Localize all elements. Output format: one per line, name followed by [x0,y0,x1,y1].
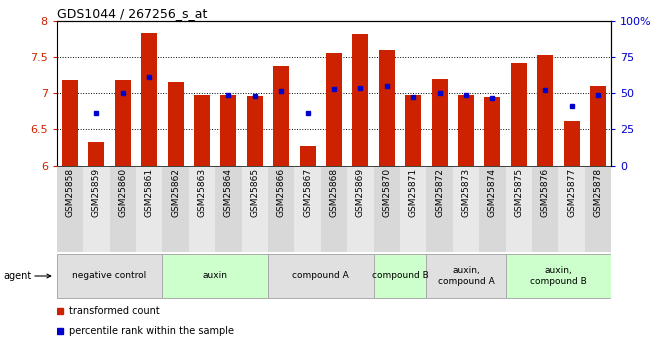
Text: GSM25867: GSM25867 [303,168,312,217]
Text: compound A: compound A [293,272,349,280]
Text: GSM25878: GSM25878 [594,168,603,217]
Bar [295,166,321,252]
Bar [484,97,500,166]
Bar [168,82,184,166]
Bar [405,95,421,166]
Text: auxin: auxin [202,272,228,280]
Text: GSM25861: GSM25861 [145,168,154,217]
Text: GSM25864: GSM25864 [224,168,233,217]
Bar [506,166,532,252]
Text: GSM25868: GSM25868 [329,168,339,217]
Bar [194,95,210,166]
Bar [141,33,157,166]
Text: GSM25871: GSM25871 [409,168,418,217]
Text: GDS1044 / 267256_s_at: GDS1044 / 267256_s_at [57,7,207,20]
Text: GSM25869: GSM25869 [356,168,365,217]
Text: auxin,
compound B: auxin, compound B [530,266,587,286]
Bar [458,95,474,166]
Text: GSM25860: GSM25860 [118,168,128,217]
Text: GSM25872: GSM25872 [435,168,444,217]
Text: GSM25874: GSM25874 [488,168,497,217]
Bar [432,79,448,166]
Bar [115,80,131,166]
Text: GSM25876: GSM25876 [540,168,550,217]
Bar [326,53,342,166]
Bar [426,254,506,298]
Text: percentile rank within the sample: percentile rank within the sample [69,326,234,336]
Bar [558,166,584,252]
Bar [590,86,606,166]
Bar [268,166,295,252]
Bar [162,166,189,252]
Bar [88,142,104,166]
Bar [511,63,527,166]
Text: GSM25863: GSM25863 [198,168,206,217]
Bar [379,50,395,166]
Bar [247,96,263,166]
Text: GSM25870: GSM25870 [382,168,391,217]
Bar [453,166,479,252]
Text: GSM25873: GSM25873 [462,168,470,217]
Bar [220,95,236,166]
Text: auxin,
compound A: auxin, compound A [438,266,494,286]
Bar [189,166,215,252]
Text: GSM25862: GSM25862 [171,168,180,217]
Bar [564,121,580,166]
Bar [57,166,84,252]
Bar [426,166,453,252]
Text: GSM25875: GSM25875 [514,168,523,217]
Bar [268,254,373,298]
Bar [400,166,426,252]
Text: GSM25866: GSM25866 [277,168,286,217]
Bar [57,254,162,298]
Bar [242,166,268,252]
Text: GSM25859: GSM25859 [92,168,101,217]
Bar [532,166,558,252]
Text: negative control: negative control [72,272,147,280]
Bar [84,166,110,252]
Bar [136,166,162,252]
Bar [162,254,268,298]
Text: GSM25865: GSM25865 [250,168,259,217]
Text: compound B: compound B [371,272,428,280]
Bar [584,166,611,252]
Text: GSM25877: GSM25877 [567,168,576,217]
Text: agent: agent [3,271,31,281]
Bar [110,166,136,252]
Bar [321,166,347,252]
Bar [373,166,400,252]
Bar [215,166,242,252]
Bar [373,254,426,298]
Text: GSM25858: GSM25858 [65,168,74,217]
Bar [62,80,78,166]
Bar [506,254,611,298]
Bar [300,146,315,166]
Text: transformed count: transformed count [69,306,160,315]
Bar [353,34,368,166]
Bar [273,66,289,166]
Bar [537,56,553,166]
Bar [479,166,506,252]
Bar [347,166,373,252]
